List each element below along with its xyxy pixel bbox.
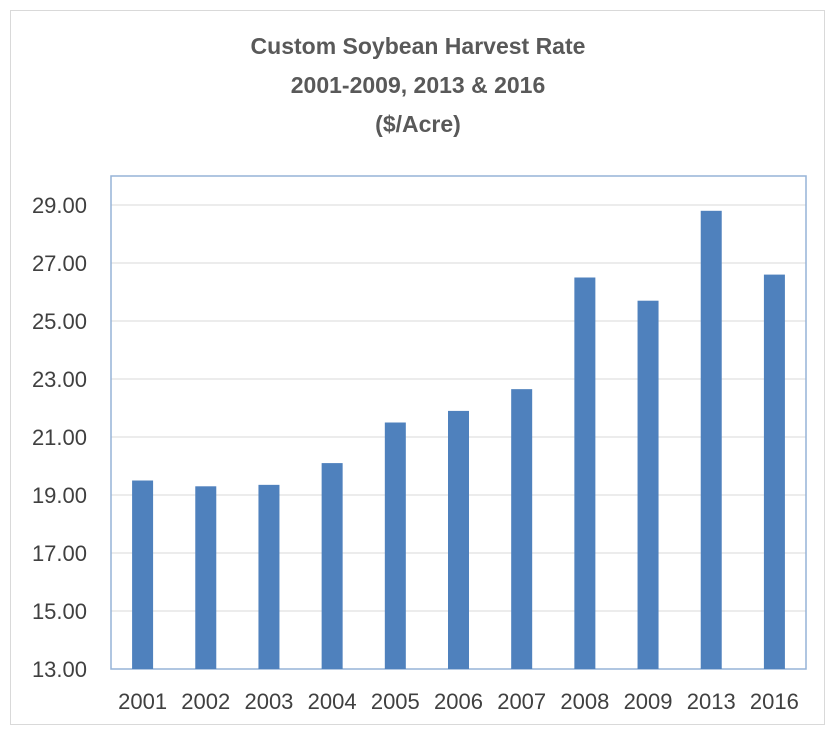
bar-2009 xyxy=(637,300,659,669)
chart-title-line-3: ($/Acre) xyxy=(375,111,461,137)
y-tick-label: 21.00 xyxy=(32,425,87,450)
bar-2006 xyxy=(448,410,469,669)
bars xyxy=(132,210,785,670)
bar-2013 xyxy=(700,210,722,670)
chart-title-line-2: 2001-2009, 2013 & 2016 xyxy=(290,72,546,98)
bar-2016 xyxy=(763,274,785,669)
x-tick-label: 2005 xyxy=(371,689,420,714)
x-tick-label: 2004 xyxy=(308,689,357,714)
bar-2001 xyxy=(132,480,154,669)
y-tick-label: 23.00 xyxy=(32,367,87,392)
bar-2002 xyxy=(195,486,217,669)
x-tick-label: 2009 xyxy=(624,689,673,714)
x-tick-label: 2003 xyxy=(244,689,293,714)
x-tick-label: 2002 xyxy=(181,689,230,714)
bar-2005 xyxy=(384,422,406,669)
y-tick-label: 19.00 xyxy=(32,483,87,508)
y-tick-label: 15.00 xyxy=(32,599,87,624)
x-tick-label: 2007 xyxy=(497,689,546,714)
x-tick-label: 2006 xyxy=(434,689,483,714)
y-tick-label: 13.00 xyxy=(32,657,87,682)
bar-2008 xyxy=(574,277,596,669)
x-tick-label: 2013 xyxy=(687,689,736,714)
y-tick-label: 25.00 xyxy=(32,309,87,334)
x-tick-label: 2008 xyxy=(560,689,609,714)
x-tick-label: 2001 xyxy=(118,689,167,714)
bar-2003 xyxy=(258,484,280,669)
y-tick-label: 17.00 xyxy=(32,541,87,566)
x-axis-tick-labels: 2001 2002 2003 2004 2005 2006 2007 2008 2009 2013… xyxy=(118,689,799,714)
chart-title-line-1: Custom Soybean Harvest Rate xyxy=(250,33,586,59)
bar-2007 xyxy=(511,389,533,669)
y-tick-label: 29.00 xyxy=(32,193,87,218)
bar-2004 xyxy=(321,463,343,669)
x-tick-label: 2016 xyxy=(750,689,799,714)
y-tick-label: 27.00 xyxy=(32,251,87,276)
y-axis-tick-labels: 13.00 15.00 17.00 19.00 21.00 23.00 25.00 27.00… xyxy=(32,193,87,682)
